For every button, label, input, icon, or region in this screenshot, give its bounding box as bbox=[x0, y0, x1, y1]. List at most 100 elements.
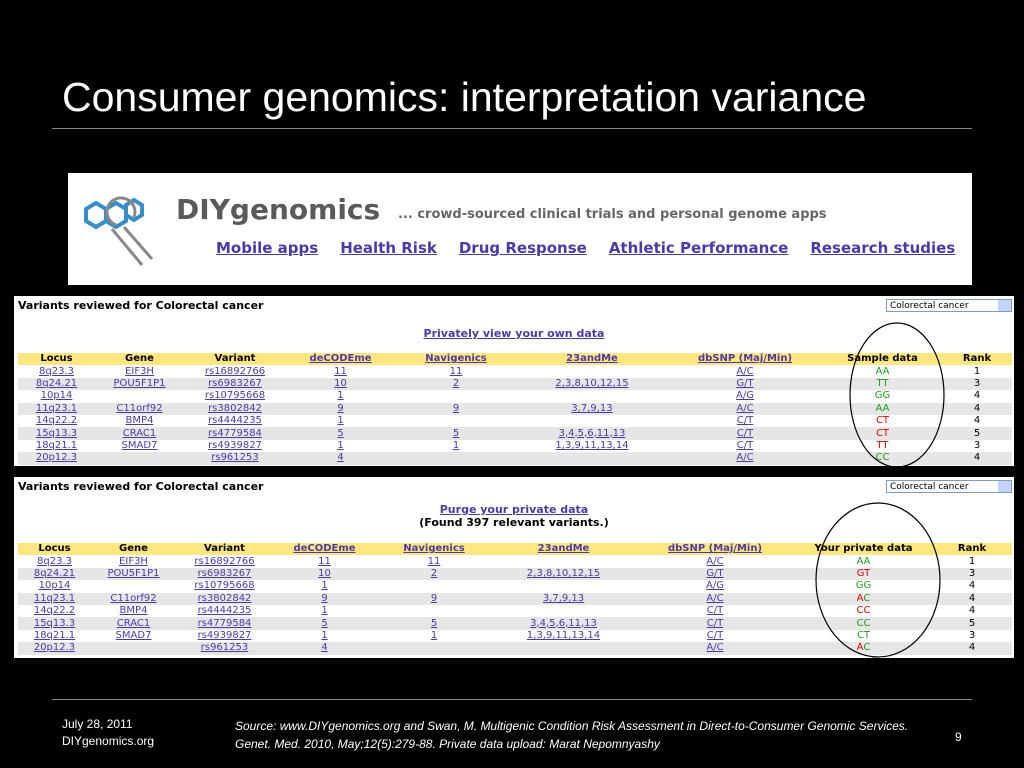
column-header[interactable]: 23andMe bbox=[517, 353, 667, 366]
link-cell[interactable]: C/T bbox=[706, 605, 724, 617]
link-cell[interactable]: 9 bbox=[376, 592, 492, 605]
column-header[interactable]: deCODEme bbox=[273, 543, 376, 556]
link-cell[interactable]: 4 bbox=[286, 452, 395, 465]
link-cell[interactable]: SMAD7 bbox=[115, 629, 152, 641]
column-header[interactable]: Navigenics bbox=[376, 543, 492, 556]
link-cell[interactable]: C/T bbox=[706, 629, 724, 641]
link-cell[interactable]: 2 bbox=[376, 567, 492, 581]
link-cell[interactable]: rs10795668 bbox=[194, 580, 255, 592]
link-cell[interactable]: A/C bbox=[736, 365, 754, 377]
link-cell[interactable]: 9 bbox=[273, 592, 376, 605]
link-cell[interactable]: 10p14 bbox=[40, 390, 73, 402]
link-cell[interactable]: 5 bbox=[395, 427, 517, 440]
link-cell[interactable]: C/T bbox=[635, 617, 795, 630]
link-cell[interactable]: 11 bbox=[427, 555, 441, 567]
link-cell[interactable]: A/C bbox=[667, 402, 823, 415]
link-cell[interactable]: 5 bbox=[273, 617, 376, 630]
nav-link[interactable]: Research studies bbox=[810, 239, 956, 257]
link-cell[interactable]: 9 bbox=[286, 402, 395, 415]
link-cell[interactable]: A/C bbox=[635, 642, 795, 655]
column-header[interactable]: dbSNP (Maj/Min) bbox=[667, 353, 823, 366]
link-cell[interactable]: 11 bbox=[334, 365, 347, 377]
nav-link[interactable]: Mobile apps bbox=[216, 239, 319, 257]
link-cell[interactable]: EIF3H bbox=[119, 555, 148, 567]
view-link[interactable]: Privately view your own data bbox=[423, 327, 605, 340]
link-cell[interactable]: 9 bbox=[395, 402, 517, 415]
column-header[interactable]: 23andMe bbox=[492, 543, 635, 556]
link-cell[interactable]: rs3802842 bbox=[176, 592, 273, 605]
link-cell[interactable]: A/G bbox=[736, 390, 754, 402]
link-cell[interactable]: rs4444235 bbox=[208, 415, 262, 427]
link-cell[interactable]: 1 bbox=[321, 629, 328, 641]
link-cell[interactable]: 20p12.3 bbox=[18, 642, 91, 655]
link-cell[interactable]: rs4939827 bbox=[208, 439, 262, 451]
link-cell[interactable]: rs4779584 bbox=[176, 617, 273, 630]
column-header[interactable]: deCODEme bbox=[286, 353, 395, 366]
link-cell[interactable]: 10 bbox=[286, 377, 395, 391]
link-cell[interactable]: BMP4 bbox=[125, 415, 154, 427]
link-cell[interactable]: 1 bbox=[321, 605, 328, 617]
link-cell[interactable]: 3,7,9,13 bbox=[517, 402, 667, 415]
link-cell[interactable]: 11 bbox=[318, 555, 331, 567]
link-cell[interactable]: 5 bbox=[286, 427, 395, 440]
link-cell[interactable]: 8q23.3 bbox=[39, 365, 74, 377]
link-cell[interactable]: 2,3,8,10,12,15 bbox=[492, 567, 635, 581]
link-cell[interactable]: 3,4,5,6,11,13 bbox=[492, 617, 635, 630]
link-cell[interactable]: 3,7,9,13 bbox=[492, 592, 635, 605]
nav-link[interactable]: Health Risk bbox=[340, 239, 437, 257]
link-cell[interactable]: 2 bbox=[395, 377, 517, 391]
link-cell[interactable]: SMAD7 bbox=[121, 439, 158, 451]
link-cell[interactable]: 1 bbox=[321, 580, 328, 592]
purge-link[interactable]: Purge your private data bbox=[439, 503, 589, 516]
link-cell[interactable]: 2,3,8,10,12,15 bbox=[517, 377, 667, 391]
link-cell[interactable]: rs4939827 bbox=[197, 629, 252, 641]
dropdown[interactable]: Colorectal cancer bbox=[886, 299, 1012, 312]
dropdown[interactable]: Colorectal cancer bbox=[886, 480, 1012, 493]
link-cell[interactable]: G/T bbox=[667, 377, 823, 391]
link-cell[interactable]: C/T bbox=[736, 439, 754, 451]
link-cell[interactable]: 11q23.1 bbox=[18, 592, 91, 605]
link-cell[interactable]: rs4779584 bbox=[184, 427, 286, 440]
link-cell[interactable]: G/T bbox=[635, 567, 795, 581]
link-cell[interactable]: 1,3,9,11,13,14 bbox=[526, 629, 601, 641]
link-cell[interactable]: 8q23.3 bbox=[37, 555, 72, 567]
column-header[interactable]: Navigenics bbox=[395, 353, 517, 366]
link-cell[interactable]: rs10795668 bbox=[204, 390, 266, 402]
link-cell[interactable]: rs961253 bbox=[176, 642, 273, 655]
link-cell[interactable]: C11orf92 bbox=[91, 592, 176, 605]
link-cell[interactable]: 10p14 bbox=[38, 580, 71, 592]
link-cell[interactable]: rs3802842 bbox=[184, 402, 286, 415]
link-cell[interactable]: 4 bbox=[273, 642, 376, 655]
column-header[interactable]: dbSNP (Maj/Min) bbox=[635, 543, 795, 556]
link-cell[interactable]: rs961253 bbox=[184, 452, 286, 465]
nav-link[interactable]: Athletic Performance bbox=[608, 239, 789, 257]
link-cell[interactable]: 8q24.21 bbox=[18, 567, 91, 581]
link-cell[interactable]: rs16892766 bbox=[204, 365, 266, 377]
link-cell[interactable]: rs4444235 bbox=[197, 605, 252, 617]
link-cell[interactable]: 1 bbox=[337, 390, 344, 402]
link-cell[interactable]: 18q21.1 bbox=[35, 439, 78, 451]
link-cell[interactable]: C/T bbox=[667, 427, 823, 440]
link-cell[interactable]: 11q23.1 bbox=[18, 402, 95, 415]
link-cell[interactable]: 1 bbox=[337, 439, 344, 451]
link-cell[interactable]: POU5F1P1 bbox=[95, 377, 184, 391]
link-cell[interactable]: C/T bbox=[736, 415, 754, 427]
link-cell[interactable]: A/G bbox=[706, 580, 724, 592]
link-cell[interactable]: CRAC1 bbox=[95, 427, 184, 440]
link-cell[interactable]: 11 bbox=[449, 365, 463, 377]
link-cell[interactable]: POU5F1P1 bbox=[91, 567, 176, 581]
link-cell[interactable]: A/C bbox=[706, 555, 724, 567]
link-cell[interactable]: rs16892766 bbox=[194, 555, 255, 567]
link-cell[interactable]: 14q22.2 bbox=[35, 415, 78, 427]
link-cell[interactable]: 1 bbox=[430, 629, 438, 641]
link-cell[interactable]: 15q13.3 bbox=[18, 427, 95, 440]
link-cell[interactable]: 18q21.1 bbox=[33, 629, 76, 641]
link-cell[interactable]: 1 bbox=[452, 439, 460, 451]
nav-link[interactable]: Drug Response bbox=[458, 239, 587, 257]
link-cell[interactable]: 10 bbox=[273, 567, 376, 581]
link-cell[interactable]: 20p12.3 bbox=[18, 452, 95, 465]
link-cell[interactable]: EIF3H bbox=[125, 365, 154, 377]
link-cell[interactable]: 15q13.3 bbox=[18, 617, 91, 630]
link-cell[interactable]: 8q24.21 bbox=[18, 377, 95, 391]
link-cell[interactable]: BMP4 bbox=[119, 605, 148, 617]
